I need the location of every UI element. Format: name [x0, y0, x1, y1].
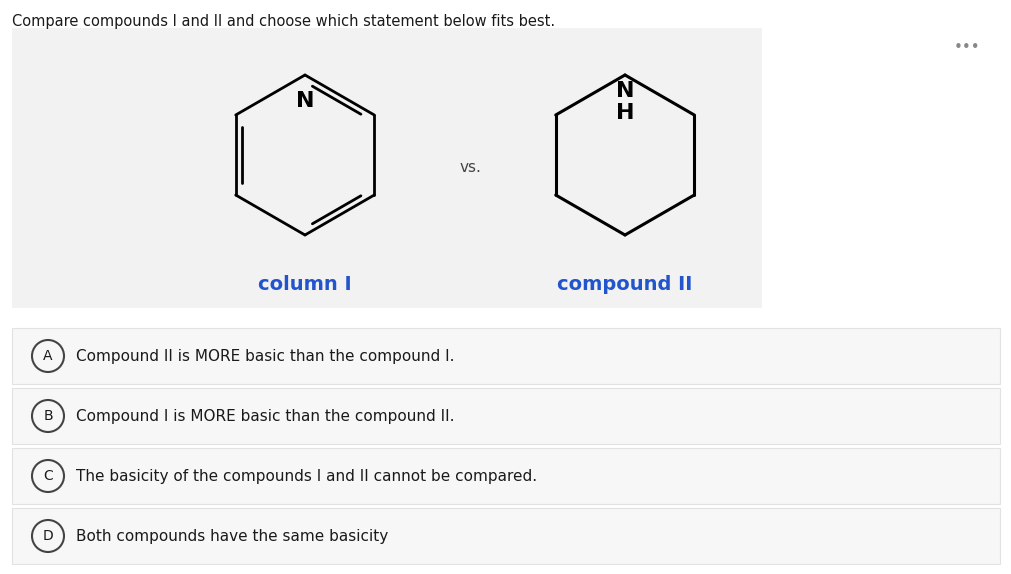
Text: H: H: [615, 103, 634, 123]
Text: Compare compounds I and II and choose which statement below fits best.: Compare compounds I and II and choose wh…: [12, 14, 555, 29]
Text: N: N: [295, 91, 314, 111]
Text: Both compounds have the same basicity: Both compounds have the same basicity: [76, 529, 388, 544]
Text: C: C: [43, 469, 53, 483]
Text: D: D: [42, 529, 54, 543]
Text: The basicity of the compounds I and II cannot be compared.: The basicity of the compounds I and II c…: [76, 468, 537, 483]
Text: B: B: [43, 409, 53, 423]
Text: Compound I is MORE basic than the compound II.: Compound I is MORE basic than the compou…: [76, 409, 454, 424]
Text: Compound II is MORE basic than the compound I.: Compound II is MORE basic than the compo…: [76, 348, 454, 363]
Text: A: A: [43, 349, 53, 363]
Bar: [12, 508, 999, 564]
Bar: [12, 448, 999, 504]
Text: N: N: [615, 81, 634, 101]
Text: vs.: vs.: [459, 161, 480, 176]
Text: compound II: compound II: [557, 275, 692, 294]
Bar: [12, 28, 761, 308]
Bar: [12, 388, 999, 444]
Text: column I: column I: [258, 275, 352, 294]
Bar: [12, 328, 999, 384]
Text: •••: •••: [952, 40, 979, 55]
